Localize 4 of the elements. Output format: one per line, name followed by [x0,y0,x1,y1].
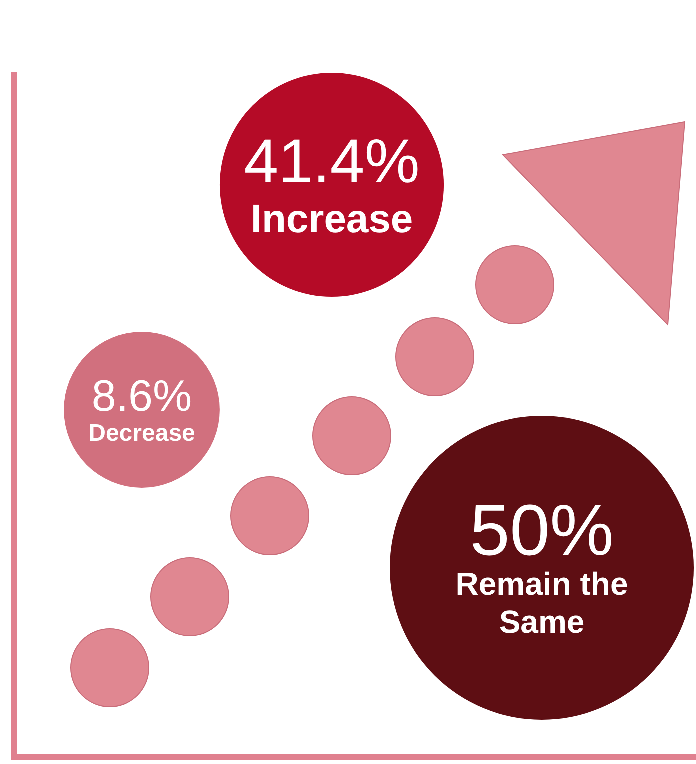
category-label: Increase [250,198,414,242]
data-label: 8.6% [92,372,192,421]
data-label: 41.4% [244,128,420,197]
category-label: Decrease [88,420,196,447]
